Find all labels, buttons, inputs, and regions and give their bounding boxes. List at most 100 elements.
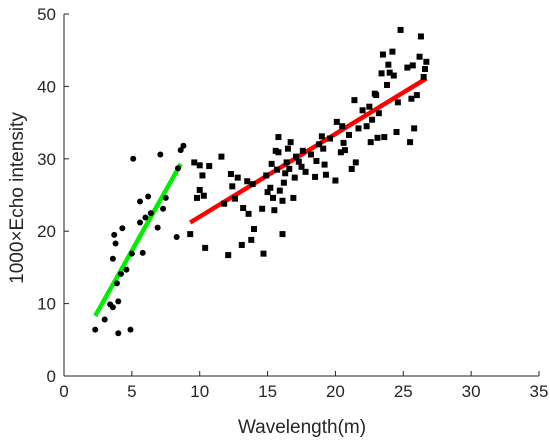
data-point-square <box>341 147 348 154</box>
data-point-square <box>295 158 302 165</box>
data-point-square <box>283 159 290 166</box>
data-point-square <box>416 53 423 60</box>
data-point-square <box>316 141 323 148</box>
data-point-square <box>333 118 340 125</box>
data-point-square <box>417 33 424 40</box>
data-point-circle <box>111 231 118 238</box>
data-point-square <box>386 69 393 76</box>
x-tick-label: 15 <box>258 382 277 401</box>
data-point-square <box>321 161 328 168</box>
x-tick-label: 0 <box>59 382 68 401</box>
data-point-square <box>375 110 382 117</box>
data-point-square <box>367 139 374 146</box>
data-point-square <box>259 205 266 212</box>
data-point-square <box>279 231 286 238</box>
data-point-circle <box>127 326 134 333</box>
data-point-circle <box>162 194 169 201</box>
data-point-square <box>218 153 225 160</box>
data-point-circle <box>180 142 187 149</box>
data-point-circle <box>147 210 154 217</box>
data-point-square <box>227 171 234 178</box>
data-point-square <box>313 157 320 164</box>
data-point-square <box>348 165 355 172</box>
data-point-circle <box>112 240 119 247</box>
data-point-square <box>232 195 238 202</box>
y-tick-label: 10 <box>37 295 56 314</box>
y-tick-label: 40 <box>37 77 56 96</box>
x-tick-label: 5 <box>127 382 136 401</box>
data-point-circle <box>142 214 149 221</box>
data-point-square <box>194 194 200 201</box>
data-point-square <box>280 179 287 186</box>
data-point-square <box>327 135 333 142</box>
data-point-circle <box>115 298 122 305</box>
data-point-circle <box>119 225 126 232</box>
data-point-square <box>263 172 270 179</box>
data-point-square <box>308 151 314 158</box>
data-point-square <box>346 131 352 138</box>
data-point-square <box>366 103 373 110</box>
data-point-square <box>206 163 213 170</box>
data-point-square <box>411 125 418 132</box>
data-point-square <box>264 189 271 196</box>
data-point-square <box>337 149 344 156</box>
data-point-square <box>352 159 359 166</box>
data-point-square <box>225 252 232 259</box>
data-point-circle <box>177 147 184 154</box>
data-point-circle <box>160 205 167 212</box>
data-point-square <box>282 170 289 177</box>
data-point-square <box>394 99 401 106</box>
data-point-square <box>299 147 306 154</box>
data-point-square <box>271 207 278 214</box>
data-point-square <box>238 241 245 248</box>
x-tick-label: 20 <box>326 382 345 401</box>
y-tick-label: 30 <box>37 150 56 169</box>
data-point-circle <box>173 233 180 240</box>
data-point-square <box>379 51 386 58</box>
data-point-square <box>423 58 430 65</box>
data-point-square <box>407 139 414 146</box>
data-point-square <box>290 194 297 201</box>
data-point-square <box>332 177 339 184</box>
data-point-square <box>275 134 282 141</box>
data-point-square <box>422 66 428 73</box>
data-point-square <box>351 97 358 104</box>
data-point-circle <box>123 266 130 273</box>
data-point-square <box>293 153 300 160</box>
data-point-circle <box>130 155 137 162</box>
data-point-square <box>404 64 411 71</box>
data-point-square <box>221 200 228 207</box>
data-point-square <box>413 92 420 99</box>
data-point-square <box>200 192 207 199</box>
data-point-square <box>302 168 309 175</box>
x-tick-label: 25 <box>394 382 413 401</box>
data-point-square <box>270 194 276 201</box>
data-point-square <box>385 61 392 68</box>
y-tick-label: 20 <box>37 222 56 241</box>
data-point-square <box>397 26 404 33</box>
data-point-square <box>249 181 256 188</box>
data-point-circle <box>113 280 120 287</box>
data-point-square <box>267 184 274 191</box>
y-axis-label: 1000×Echo intensity <box>7 112 28 284</box>
data-point-square <box>291 174 298 181</box>
y-tick-label: 50 <box>37 5 56 24</box>
data-point-square <box>279 197 286 204</box>
x-axis-label: Wavelength(m) <box>238 417 366 438</box>
x-tick-label: 10 <box>190 382 209 401</box>
data-point-square <box>339 123 346 130</box>
data-point-square <box>287 139 294 146</box>
fit-line <box>93 162 183 318</box>
data-point-circle <box>145 193 152 200</box>
data-point-square <box>251 226 257 233</box>
data-point-square <box>373 92 380 99</box>
data-point-circle <box>154 224 161 231</box>
data-point-square <box>381 134 388 141</box>
data-point-square <box>244 178 251 185</box>
data-point-square <box>234 174 241 181</box>
data-point-circle <box>109 255 116 262</box>
fit-lines <box>93 76 428 318</box>
data-point-square <box>369 116 376 123</box>
data-point-square <box>268 160 275 167</box>
